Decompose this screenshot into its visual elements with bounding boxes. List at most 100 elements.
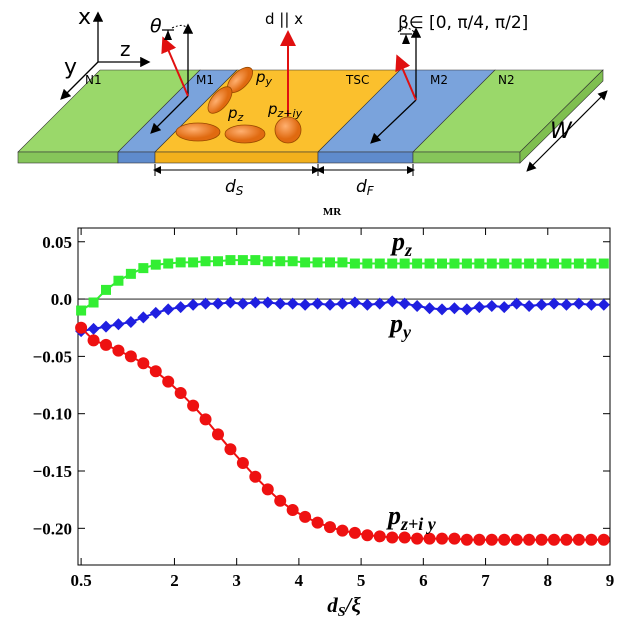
marker [560, 298, 573, 311]
n1-front [17, 151, 119, 164]
marker [461, 258, 472, 269]
m2-y-arrow [370, 99, 417, 144]
marker [125, 268, 136, 279]
pziy-label: pz+iy [267, 100, 303, 120]
marker [100, 338, 112, 351]
marker [324, 521, 336, 534]
marker [585, 533, 598, 546]
chart-title: MR [323, 206, 342, 218]
axis-x-label: x [78, 5, 91, 30]
marker [586, 258, 597, 269]
marker [560, 533, 573, 546]
marker [312, 257, 323, 268]
marker [113, 275, 124, 286]
marker [249, 296, 262, 309]
marker [286, 503, 299, 516]
marker [76, 305, 87, 316]
marker [535, 298, 548, 311]
marker [261, 483, 274, 496]
x-tick-label: 6 [419, 571, 428, 590]
x-axis-label: dS/ξ [327, 593, 361, 620]
pz-sub: z [237, 111, 244, 124]
marker [311, 297, 324, 310]
plot-frame [77, 227, 611, 566]
marker [212, 428, 224, 441]
marker [236, 456, 249, 469]
marker [411, 532, 424, 545]
x-tick-label: 7 [481, 571, 490, 590]
n2-label: N2 [498, 73, 515, 87]
axis-y-arrow [60, 61, 99, 100]
x-label-sub: S [338, 605, 346, 620]
marker [361, 298, 374, 311]
pziy-sub: z+iy [277, 107, 303, 120]
marker [299, 298, 312, 311]
series-label-base: p [388, 309, 403, 338]
y-tick-label: −0.20 [33, 519, 72, 538]
series-label: pz+i y [386, 501, 437, 534]
y-tick-label: −0.10 [33, 405, 72, 424]
marker [237, 255, 248, 266]
marker [510, 533, 523, 546]
m1-label: M1 [196, 73, 214, 87]
marker [200, 256, 211, 267]
m1-y-arrow [150, 95, 189, 134]
x-label-base: d [327, 593, 338, 617]
marker [460, 533, 473, 546]
marker [473, 533, 486, 546]
theta-label: θ [150, 15, 162, 37]
marker [524, 258, 535, 269]
x-tick-label: 9 [606, 571, 615, 590]
py-base: p [255, 68, 266, 86]
m2-label: M2 [430, 73, 448, 87]
x-tick-label: 3 [232, 571, 241, 590]
pziy-base: p [267, 100, 278, 118]
marker [511, 258, 522, 269]
marker [187, 399, 200, 412]
marker [474, 258, 485, 269]
marker [87, 334, 100, 347]
marker [523, 299, 536, 312]
marker [337, 257, 348, 268]
marker [349, 258, 360, 269]
x-tick-label: 5 [357, 571, 366, 590]
marker [498, 533, 511, 546]
y-tick-label: −0.15 [33, 462, 72, 481]
n1-label: N1 [85, 73, 102, 87]
marker [149, 365, 162, 378]
marker [336, 524, 349, 537]
marker [224, 443, 237, 456]
py-label: py [255, 68, 273, 88]
marker [424, 258, 435, 269]
beta-label: β∈ [0, π/4, π/2] [398, 13, 528, 33]
marker [348, 526, 361, 539]
y-tick-label: 0.0 [51, 290, 72, 309]
marker [485, 299, 498, 312]
marker [387, 258, 398, 269]
tsc-front [154, 151, 319, 164]
marker [213, 256, 223, 267]
marker [436, 532, 448, 545]
marker [187, 298, 200, 311]
marker [597, 298, 610, 311]
marker [299, 510, 312, 523]
m2-front [317, 151, 414, 164]
marker [548, 297, 560, 310]
marker [87, 322, 100, 335]
marker [250, 255, 261, 266]
marker [261, 296, 274, 309]
marker [188, 257, 199, 268]
marker [548, 533, 560, 546]
marker [88, 297, 99, 308]
marker [311, 516, 324, 529]
series-label: py [388, 309, 412, 342]
marker [374, 258, 385, 269]
marker [437, 258, 447, 269]
marker [137, 357, 150, 370]
marker [549, 258, 559, 269]
ds-label: dS [225, 177, 244, 198]
ds-sub: S [236, 184, 244, 198]
marker [386, 295, 399, 308]
series-line [80, 326, 604, 541]
